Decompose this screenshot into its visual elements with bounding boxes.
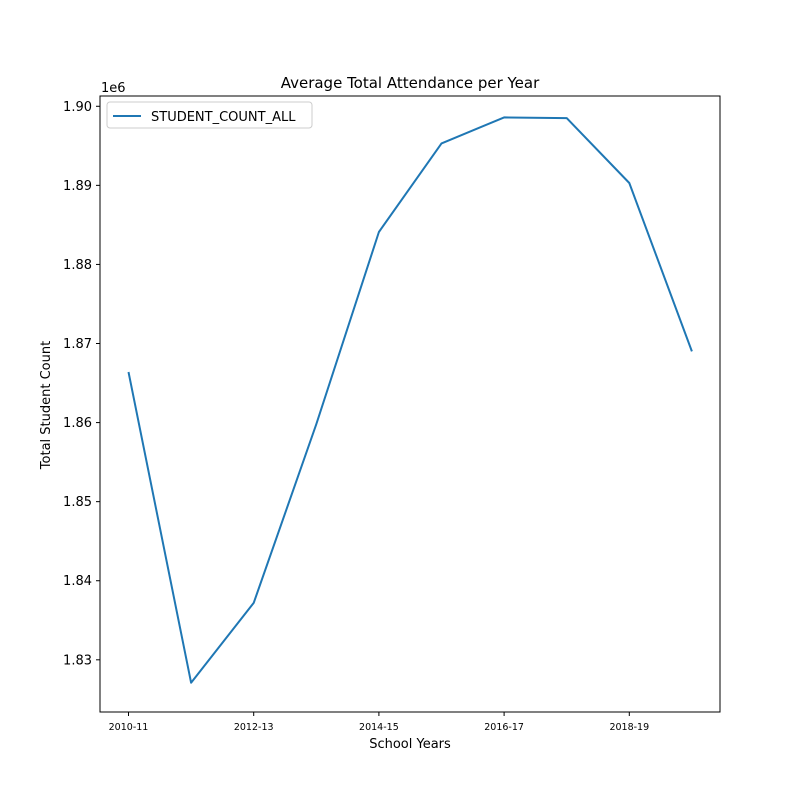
legend-box	[106, 101, 313, 129]
legend: STUDENT_COUNT_ALL	[106, 101, 313, 129]
chart-title: Average Total Attendance per Year	[281, 74, 540, 92]
y-tick-label: 1.83	[63, 653, 92, 668]
legend-label: STUDENT_COUNT_ALL	[151, 110, 296, 125]
x-tick-label: 2012-13	[234, 722, 274, 733]
series-line	[127, 116, 693, 684]
y-tick-label: 1.90	[63, 100, 92, 115]
y-tick-label: 1.89	[63, 179, 92, 194]
y-tick-label: 1.85	[63, 495, 92, 510]
x-tick-label: 2016-17	[484, 722, 524, 733]
y-axis: 1.83 1.84 1.85 1.86 1.87 1.88 1.89 1.90	[63, 100, 100, 668]
x-tick-label: 2014-15	[359, 722, 399, 733]
series-layer	[127, 116, 693, 684]
x-axis: 2010-11 2012-13 2014-15 2016-17 2018-19	[109, 712, 649, 733]
y-offset-label: 1e6	[101, 81, 126, 96]
y-tick-label: 1.88	[63, 258, 92, 273]
x-axis-label: School Years	[369, 737, 451, 752]
x-tick-label: 2018-19	[609, 722, 649, 733]
x-tick-label: 2010-11	[109, 722, 149, 733]
y-axis-label: Total Student Count	[39, 341, 54, 470]
y-tick-label: 1.84	[63, 574, 92, 589]
y-tick-label: 1.86	[63, 416, 92, 431]
axes-frame	[99, 95, 721, 713]
y-tick-label: 1.87	[63, 337, 92, 352]
